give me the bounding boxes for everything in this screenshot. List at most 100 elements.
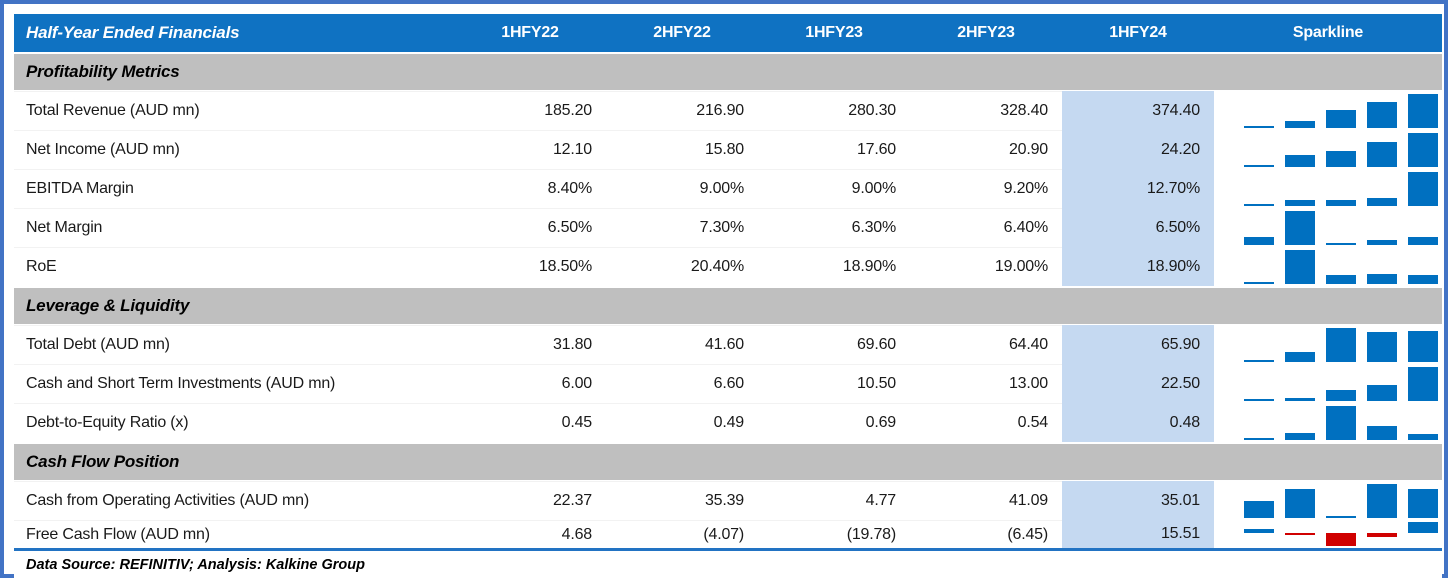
spark-bar — [1244, 126, 1274, 128]
row-label: EBITDA Margin — [14, 169, 454, 208]
value-cell: 69.60 — [758, 325, 910, 364]
value-cell: 4.68 — [454, 520, 606, 548]
sparkline-cell — [1214, 520, 1442, 548]
spark-bar — [1367, 385, 1397, 401]
column-header-sparkline: Sparkline — [1292, 24, 1364, 41]
row-label: Net Margin — [14, 208, 454, 247]
spark-bar — [1408, 275, 1438, 284]
column-header-1hfy22: 1HFY22 — [501, 24, 559, 41]
spark-bar — [1326, 390, 1356, 401]
table-row: Net Margin 6.50% 7.30% 6.30% 6.40% 6.50% — [14, 208, 1442, 247]
spark-bar — [1244, 204, 1274, 206]
value-cell: 22.37 — [454, 481, 606, 520]
value-cell: 0.49 — [606, 403, 758, 442]
value-cell: 20.90 — [910, 130, 1062, 169]
row-label: Total Debt (AUD mn) — [14, 325, 454, 364]
spark-bar — [1326, 532, 1356, 546]
spark-bar — [1285, 211, 1315, 245]
table-row: Free Cash Flow (AUD mn) 4.68 (4.07) (19.… — [14, 520, 1442, 548]
sparkline-cell — [1214, 325, 1442, 364]
row-label: Cash and Short Term Investments (AUD mn) — [14, 364, 454, 403]
value-cell: 0.54 — [910, 403, 1062, 442]
value-cell-highlighted: 15.51 — [1062, 520, 1214, 548]
value-cell-highlighted: 35.01 — [1062, 481, 1214, 520]
sparkline-cell — [1214, 130, 1442, 169]
value-cell-highlighted: 374.40 — [1062, 91, 1214, 130]
column-header-1hfy24: 1HFY24 — [1109, 24, 1167, 41]
row-label: RoE — [14, 247, 454, 286]
value-cell: 4.77 — [758, 481, 910, 520]
row-label: Debt-to-Equity Ratio (x) — [14, 403, 454, 442]
value-cell: 35.39 — [606, 481, 758, 520]
spark-bar — [1244, 438, 1274, 440]
value-cell: 13.00 — [910, 364, 1062, 403]
spark-bar — [1285, 351, 1315, 362]
spark-bar — [1367, 484, 1397, 518]
spark-bar — [1285, 432, 1315, 440]
spark-bar — [1244, 500, 1274, 518]
section-title-profitability: Profitability Metrics — [26, 62, 180, 81]
value-cell: 0.45 — [454, 403, 606, 442]
spark-bar — [1367, 239, 1397, 245]
spark-bar — [1285, 199, 1315, 206]
section-header-row: Leverage & Liquidity — [14, 286, 1442, 325]
value-cell: 8.40% — [454, 169, 606, 208]
value-cell: 9.20% — [910, 169, 1062, 208]
value-cell: 31.80 — [454, 325, 606, 364]
sparkline-cell — [1214, 364, 1442, 403]
section-header-row: Profitability Metrics — [14, 52, 1442, 91]
spark-bar — [1408, 367, 1438, 401]
value-cell: 0.69 — [758, 403, 910, 442]
table-row: Total Revenue (AUD mn) 185.20 216.90 280… — [14, 91, 1442, 130]
source-note: Data Source: REFINITIV; Analysis: Kalkin… — [14, 548, 1442, 578]
value-cell: 7.30% — [606, 208, 758, 247]
value-cell: 9.00% — [606, 169, 758, 208]
column-header-2hfy22: 2HFY22 — [653, 24, 711, 41]
value-cell-highlighted: 65.90 — [1062, 325, 1214, 364]
spark-bar — [1285, 250, 1315, 284]
spark-bar — [1408, 522, 1438, 533]
sparkline-cell — [1214, 403, 1442, 442]
spark-bar — [1244, 165, 1274, 167]
spark-bar — [1285, 489, 1315, 518]
value-cell: 18.50% — [454, 247, 606, 286]
spark-bar — [1326, 275, 1356, 284]
spark-bar — [1408, 331, 1438, 362]
spark-bar — [1367, 141, 1397, 167]
spark-bar — [1408, 172, 1438, 206]
spark-bar — [1244, 360, 1274, 362]
spark-bar — [1367, 426, 1397, 440]
spark-bar — [1408, 133, 1438, 167]
row-label: Cash from Operating Activities (AUD mn) — [14, 481, 454, 520]
column-header-2hfy23: 2HFY23 — [957, 24, 1015, 41]
value-cell-highlighted: 0.48 — [1062, 403, 1214, 442]
value-cell: 20.40% — [606, 247, 758, 286]
value-cell: (4.07) — [606, 520, 758, 548]
value-cell: 10.50 — [758, 364, 910, 403]
spark-bar — [1244, 529, 1274, 533]
spark-bar — [1244, 399, 1274, 401]
value-cell: (6.45) — [910, 520, 1062, 548]
table-row: Net Income (AUD mn) 12.10 15.80 17.60 20… — [14, 130, 1442, 169]
spark-bar — [1326, 150, 1356, 167]
financials-table: Half-Year Ended Financials 1HFY22 2HFY22… — [14, 14, 1442, 578]
value-cell: 6.50% — [454, 208, 606, 247]
spark-bar — [1244, 236, 1274, 245]
spark-bar — [1367, 198, 1397, 206]
spark-bar — [1326, 109, 1356, 128]
table-row: RoE 18.50% 20.40% 18.90% 19.00% 18.90% — [14, 247, 1442, 286]
section-title-cash-flow: Cash Flow Position — [26, 452, 180, 471]
spark-bar — [1408, 489, 1438, 518]
spark-bar — [1367, 273, 1397, 284]
sparkline-cell — [1214, 91, 1442, 130]
spark-bar — [1367, 101, 1397, 128]
value-cell: 18.90% — [758, 247, 910, 286]
spark-bar — [1367, 532, 1397, 537]
row-label: Net Income (AUD mn) — [14, 130, 454, 169]
value-cell-highlighted: 6.50% — [1062, 208, 1214, 247]
row-label: Total Revenue (AUD mn) — [14, 91, 454, 130]
value-cell: 17.60 — [758, 130, 910, 169]
value-cell: 6.30% — [758, 208, 910, 247]
spark-bar — [1367, 332, 1397, 362]
